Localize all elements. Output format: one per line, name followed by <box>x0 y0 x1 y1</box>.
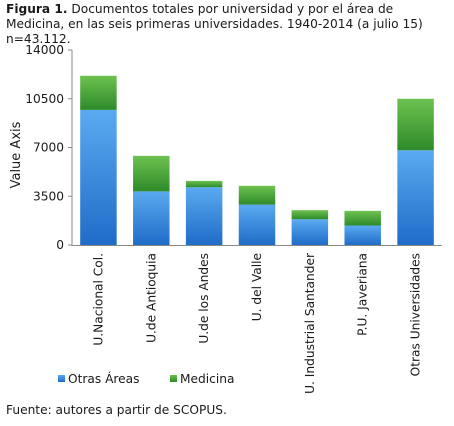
x-category-label: P.U. Javeriana <box>356 253 370 336</box>
legend-label-otras-areas: Otras Áreas <box>68 371 139 386</box>
bar-otras-areas-0 <box>80 109 117 246</box>
caption-label: Figura 1. <box>6 2 68 16</box>
legend-swatch-medicina <box>170 375 177 382</box>
bar-medicina-4 <box>291 210 329 220</box>
bar-otras-areas-4 <box>291 219 329 245</box>
bar-medicina-0 <box>80 75 117 110</box>
bar-otras-areas-2 <box>185 187 223 245</box>
bar-otras-areas-1 <box>133 191 170 245</box>
y-axis-label: Value Axis <box>9 121 24 188</box>
y-tick-label: 3500 <box>33 189 64 203</box>
x-category-label: U. Industrial Santander <box>303 252 317 394</box>
y-tick-label: 0 <box>56 238 64 252</box>
x-category-label: U. del Valle <box>250 253 264 321</box>
legend-swatch-otras-areas <box>58 375 65 382</box>
bar-otras-areas-3 <box>238 204 276 245</box>
y-tick-label: 14000 <box>25 43 64 57</box>
bar-medicina-1 <box>133 155 170 192</box>
legend-label-medicina: Medicina <box>180 372 234 386</box>
caption-text: Documentos totales por universidad y por… <box>6 2 423 46</box>
y-tick-label: 7000 <box>33 141 64 155</box>
x-category-label: U.de Antioquia <box>144 253 158 343</box>
bar-otras-areas-6 <box>397 150 434 245</box>
legend: Otras Áreas Medicina <box>58 371 234 386</box>
bar-medicina-6 <box>397 98 434 151</box>
y-tick-label: 10500 <box>25 92 64 106</box>
x-category-label: U.Nacional Col. <box>91 253 105 346</box>
source-note: Fuente: autores a partir de SCOPUS. <box>6 403 227 417</box>
bar-medicina-2 <box>185 180 223 188</box>
figure-caption: Figura 1. Documentos totales por univers… <box>6 2 452 47</box>
x-category-label: Otras Universidades <box>409 253 423 376</box>
bar-medicina-3 <box>238 185 276 205</box>
bar-medicina-5 <box>344 210 381 226</box>
x-category-label: U.de los Andes <box>197 253 211 344</box>
bar-otras-areas-5 <box>344 225 381 245</box>
